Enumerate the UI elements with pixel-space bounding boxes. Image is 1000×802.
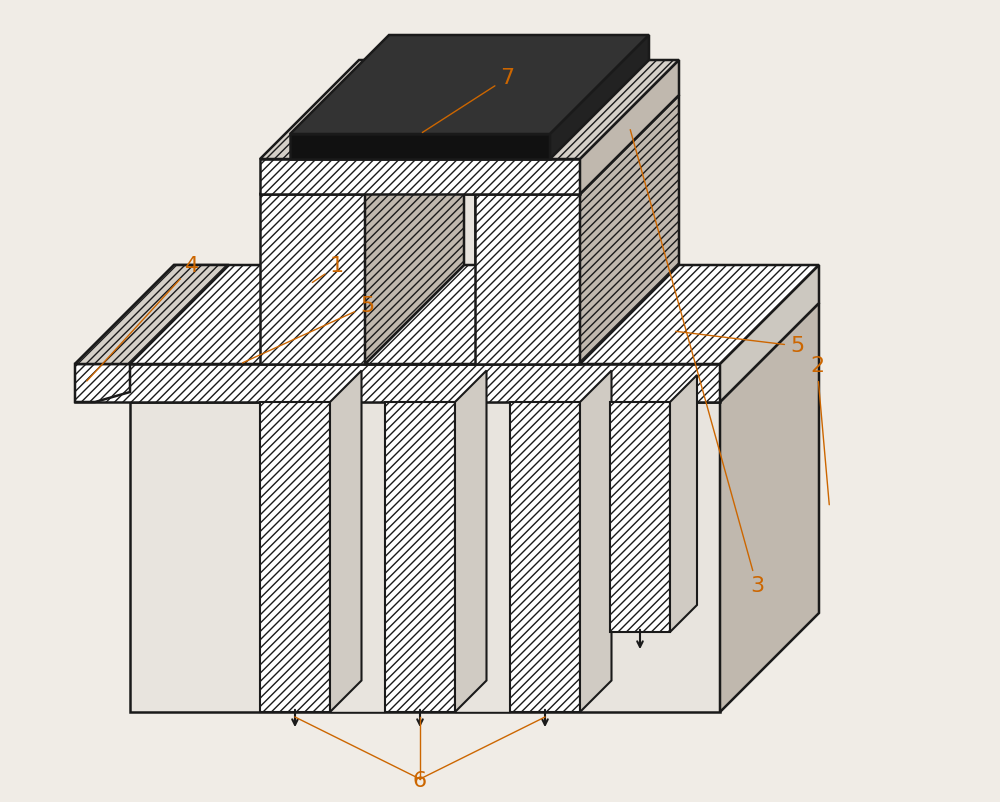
Polygon shape	[260, 159, 580, 194]
Polygon shape	[365, 265, 574, 364]
Polygon shape	[260, 402, 330, 712]
Text: 1: 1	[312, 256, 344, 282]
Polygon shape	[75, 364, 130, 402]
Polygon shape	[130, 402, 720, 712]
Polygon shape	[260, 194, 365, 364]
Text: 6: 6	[413, 771, 427, 791]
Text: 5: 5	[243, 296, 374, 363]
Polygon shape	[475, 194, 580, 364]
Polygon shape	[580, 95, 679, 364]
Polygon shape	[670, 375, 697, 632]
Polygon shape	[330, 371, 362, 712]
Polygon shape	[455, 402, 510, 712]
Polygon shape	[385, 402, 455, 712]
Polygon shape	[580, 60, 679, 194]
Text: 2: 2	[810, 356, 829, 504]
Polygon shape	[75, 364, 720, 402]
Text: 5: 5	[676, 331, 804, 356]
Polygon shape	[550, 35, 649, 159]
Polygon shape	[330, 402, 385, 712]
Polygon shape	[290, 134, 550, 159]
Text: 4: 4	[87, 256, 199, 381]
Polygon shape	[610, 402, 670, 632]
Text: 7: 7	[422, 68, 514, 132]
Polygon shape	[455, 371, 486, 712]
Polygon shape	[365, 194, 475, 364]
Text: 3: 3	[630, 130, 764, 596]
Polygon shape	[75, 265, 229, 364]
Polygon shape	[580, 371, 612, 712]
Polygon shape	[720, 265, 819, 402]
Polygon shape	[75, 265, 819, 364]
Polygon shape	[260, 95, 464, 194]
Polygon shape	[290, 35, 649, 134]
Polygon shape	[475, 95, 679, 194]
Polygon shape	[260, 60, 679, 159]
Polygon shape	[510, 402, 580, 712]
Polygon shape	[365, 95, 464, 364]
Polygon shape	[130, 303, 819, 402]
Polygon shape	[720, 303, 819, 712]
